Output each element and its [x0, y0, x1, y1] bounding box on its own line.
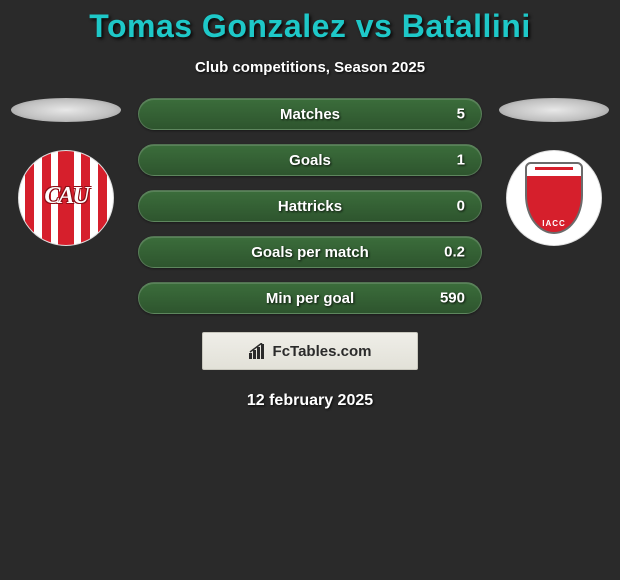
player-silhouette-left [11, 98, 121, 122]
club-shield-right [525, 162, 583, 234]
stat-value-right: 5 [457, 106, 465, 123]
stat-row-goals: Goals 1 [138, 144, 482, 176]
stat-row-hattricks: Hattricks 0 [138, 190, 482, 222]
club-badge-right [506, 150, 602, 246]
right-player-column [494, 98, 614, 246]
club-badge-left: CAU [18, 150, 114, 246]
brand-box[interactable]: FcTables.com [202, 332, 418, 370]
stat-label: Goals per match [251, 244, 369, 261]
stat-value-right: 0 [457, 198, 465, 215]
stat-value-right: 0.2 [444, 244, 465, 261]
stat-row-goals-per-match: Goals per match 0.2 [138, 236, 482, 268]
stat-row-matches: Matches 5 [138, 98, 482, 130]
date-line: 12 february 2025 [0, 392, 620, 410]
main-row: CAU Matches 5 Goals 1 Hattricks 0 Goals … [0, 98, 620, 314]
stat-row-min-per-goal: Min per goal 590 [138, 282, 482, 314]
left-player-column: CAU [6, 98, 126, 246]
stat-label: Hattricks [278, 198, 342, 215]
bar-chart-icon [249, 343, 267, 359]
page-title: Tomas Gonzalez vs Batallini [0, 8, 620, 45]
page-subtitle: Club competitions, Season 2025 [0, 59, 620, 76]
stat-label: Min per goal [266, 290, 354, 307]
club-abbrev-left: CAU [44, 183, 87, 210]
brand-text: FcTables.com [273, 343, 372, 360]
stat-value-right: 1 [457, 152, 465, 169]
player-silhouette-right [499, 98, 609, 122]
stat-label: Matches [280, 106, 340, 123]
stat-value-right: 590 [440, 290, 465, 307]
comparison-card: Tomas Gonzalez vs Batallini Club competi… [0, 0, 620, 410]
stat-label: Goals [289, 152, 331, 169]
stats-column: Matches 5 Goals 1 Hattricks 0 Goals per … [138, 98, 482, 314]
